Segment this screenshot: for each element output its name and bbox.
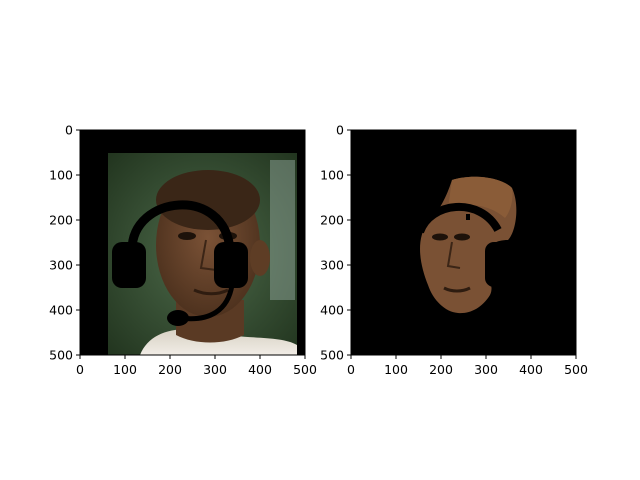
left-x-tick-label: 0: [76, 362, 84, 377]
right-x-tick-label: 300: [474, 362, 498, 377]
left-y-tick-label: 200: [49, 213, 73, 228]
right-x-tick-label: 500: [564, 362, 588, 377]
right-y-tick-label: 500: [320, 348, 344, 363]
right-y-tick-label: 200: [320, 213, 344, 228]
left-y-tick-label: 500: [49, 348, 73, 363]
left-x-tick-label: 200: [158, 362, 182, 377]
right-image: [351, 130, 576, 355]
right-x-tick-label: 100: [384, 362, 408, 377]
right-y-tick-label: 100: [320, 168, 344, 183]
right-y-tick-label: 300: [320, 258, 344, 273]
left-y-tick-label: 300: [49, 258, 73, 273]
right-axes-frame: [350, 129, 577, 356]
left-x-tick-label: 500: [293, 362, 317, 377]
left-y-tick-label: 100: [49, 168, 73, 183]
right-x-tick-label: 400: [519, 362, 543, 377]
left-x-tick-label: 400: [248, 362, 272, 377]
left-y-tick-label: 400: [49, 303, 73, 318]
left-axes-frame: [79, 129, 306, 356]
left-y-tick-label: 0: [65, 123, 73, 138]
right-x-tick-label: 0: [347, 362, 355, 377]
right-x-tick-label: 200: [429, 362, 453, 377]
left-image: [80, 130, 305, 355]
left-x-tick-label: 300: [203, 362, 227, 377]
right-y-tick-label: 0: [336, 123, 344, 138]
left-x-tick-label: 100: [113, 362, 137, 377]
right-y-tick-label: 400: [320, 303, 344, 318]
